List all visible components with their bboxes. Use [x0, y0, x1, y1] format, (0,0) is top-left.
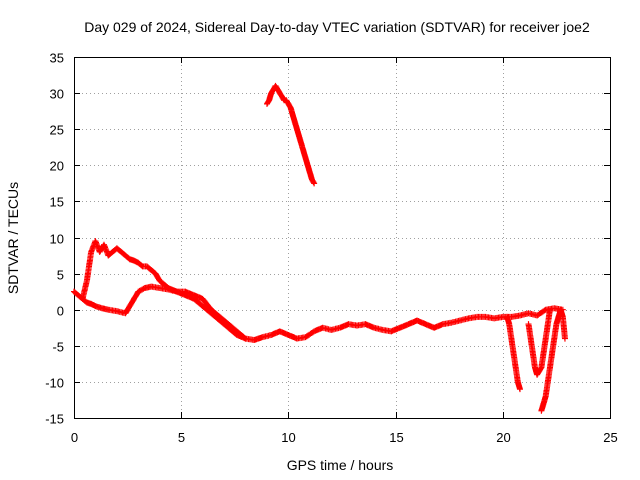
y-tick-label: 20	[50, 159, 64, 174]
x-tick-label: 15	[389, 430, 403, 445]
axis-ticks	[74, 57, 611, 419]
y-tick-label: 5	[57, 268, 64, 283]
y-tick-label: 30	[50, 87, 64, 102]
data-point-markers	[504, 313, 523, 393]
y-tick-label: 25	[50, 123, 64, 138]
x-tick-label: 25	[603, 430, 617, 445]
y-tick-label: 35	[50, 51, 64, 66]
x-tick-label: 5	[178, 430, 185, 445]
data-point-markers	[71, 283, 566, 343]
y-tick-label: 10	[50, 232, 64, 247]
data-point-markers	[538, 306, 568, 414]
series-spike_a	[504, 313, 523, 393]
series-main_upper	[79, 238, 249, 342]
chart-title: Day 029 of 2024, Sidereal Day-to-day VTE…	[84, 19, 590, 35]
grid-lines	[74, 57, 610, 418]
x-tick-label: 20	[496, 430, 510, 445]
x-tick-label: 0	[71, 430, 78, 445]
y-tick-label: 0	[57, 304, 64, 319]
series-spike_b	[538, 306, 568, 414]
series-evening_block	[264, 82, 318, 187]
x-axis-title: GPS time / hours	[287, 457, 394, 473]
x-tick-label: 10	[281, 430, 295, 445]
data-points	[71, 82, 568, 414]
y-tick-label: 15	[50, 195, 64, 210]
y-tick-label: -15	[45, 412, 64, 427]
data-point-markers	[264, 82, 318, 187]
series-main_lower	[71, 283, 566, 343]
data-point-markers	[525, 306, 553, 378]
data-point-markers	[79, 238, 249, 342]
y-axis-title: SDTVAR / TECUs	[5, 182, 21, 294]
x-tick-labels: 0 5 10 15 20 25	[71, 430, 618, 445]
y-tick-label: -10	[45, 376, 64, 391]
series-spike_c	[525, 306, 553, 378]
y-tick-labels: -15 -10 -5 0 5 10 15 20 25 30 35	[45, 51, 64, 427]
y-tick-label: -5	[52, 340, 64, 355]
